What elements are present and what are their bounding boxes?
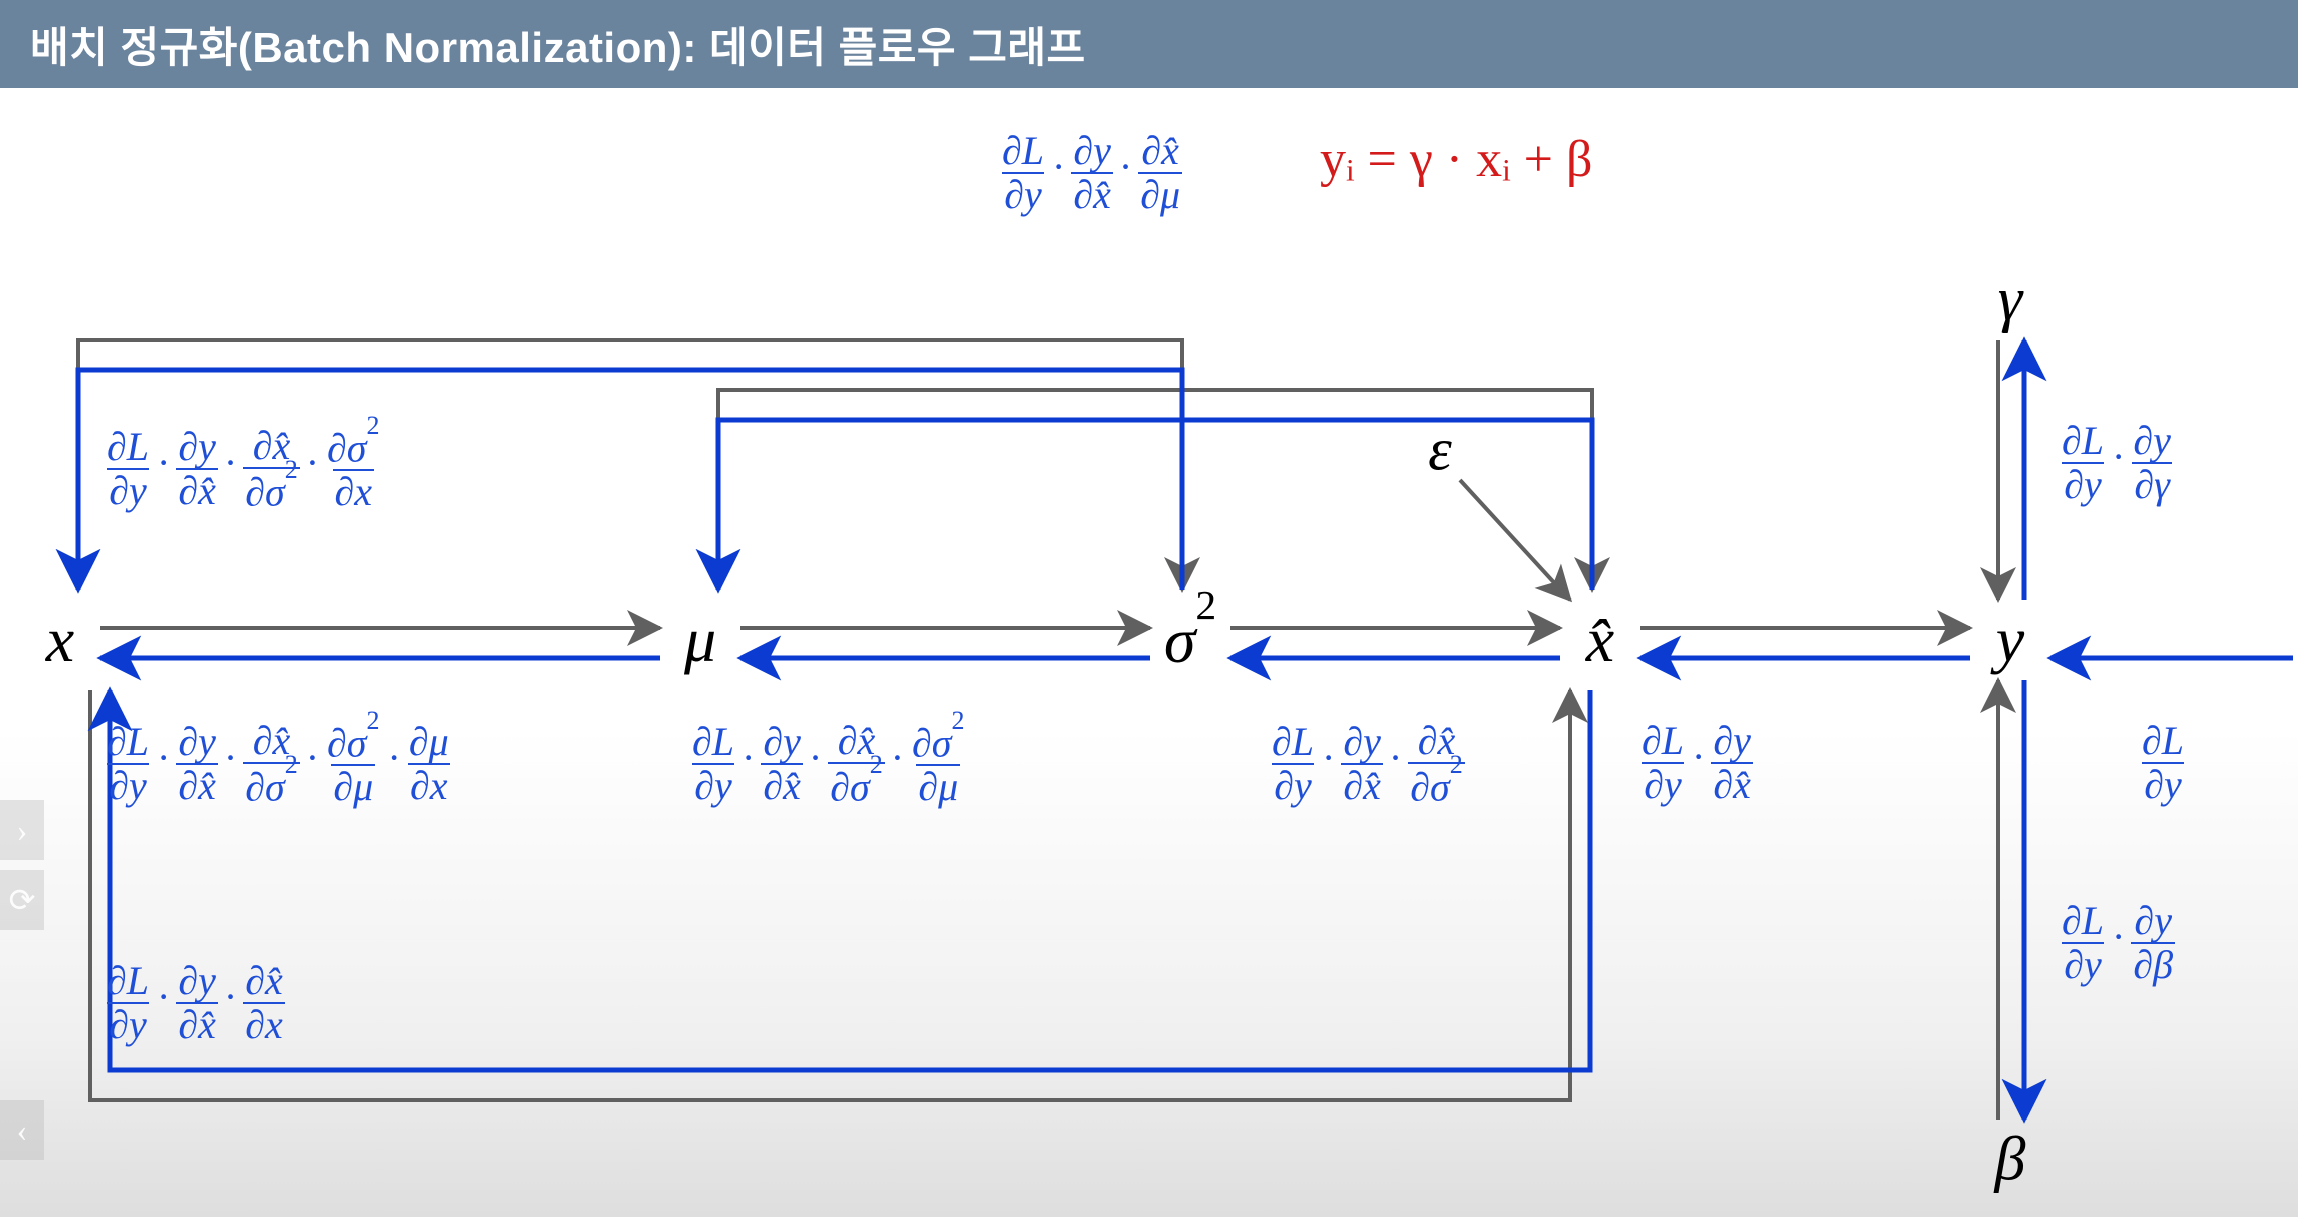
page-title: 배치 정규화(Batch Normalization): 데이터 플로우 그래프: [30, 14, 1086, 75]
grad-g_Ly: ∂L∂y: [2140, 720, 2186, 806]
grad-g_sigma_to_mu: ∂L∂y·∂y∂x̂·∂x̂∂σ2·∂σ2∂μ: [690, 720, 967, 808]
back-button[interactable]: ‹: [0, 1100, 44, 1160]
prev-slide-button[interactable]: ›: [0, 800, 44, 860]
node-sigma2: σ2: [1164, 602, 1216, 678]
node-mu: μ: [684, 603, 716, 677]
grad-g_y_to_xhat: ∂L∂y·∂y∂x̂: [1640, 720, 1753, 806]
node-x: x: [46, 603, 74, 677]
node-y: y: [1996, 603, 2024, 677]
reload-button[interactable]: ⟳: [0, 870, 44, 930]
node-eps: ε: [1428, 416, 1452, 485]
node-xhat: x̂: [1586, 603, 1614, 677]
grad-g_xhat_to_x: ∂L∂y·∂y∂x̂·∂x̂∂x: [105, 960, 285, 1046]
grad-g_gamma: ∂L∂y·∂y∂γ: [2060, 420, 2173, 506]
grad-g_top_center: ∂L∂y·∂y∂x̂·∂x̂∂μ: [1000, 130, 1182, 216]
grad-g_xhat_to_sigma: ∂L∂y·∂y∂x̂·∂x̂∂σ2: [1270, 720, 1465, 808]
handwritten-equation: yᵢ = γ · xᵢ + β: [1320, 130, 1592, 189]
node-gamma: γ: [1998, 265, 2022, 336]
grad-g_beta: ∂L∂y·∂y∂β: [2060, 900, 2175, 986]
node-beta: β: [1995, 1125, 2026, 1196]
grad-g_mu_to_x: ∂L∂y·∂y∂x̂·∂x̂∂σ2·∂σ2∂μ·∂μ∂x: [105, 720, 451, 808]
grad-g_sigma_to_x: ∂L∂y·∂y∂x̂·∂x̂∂σ2·∂σ2∂x: [105, 425, 382, 513]
title-bar: 배치 정규화(Batch Normalization): 데이터 플로우 그래프: [0, 0, 2298, 88]
